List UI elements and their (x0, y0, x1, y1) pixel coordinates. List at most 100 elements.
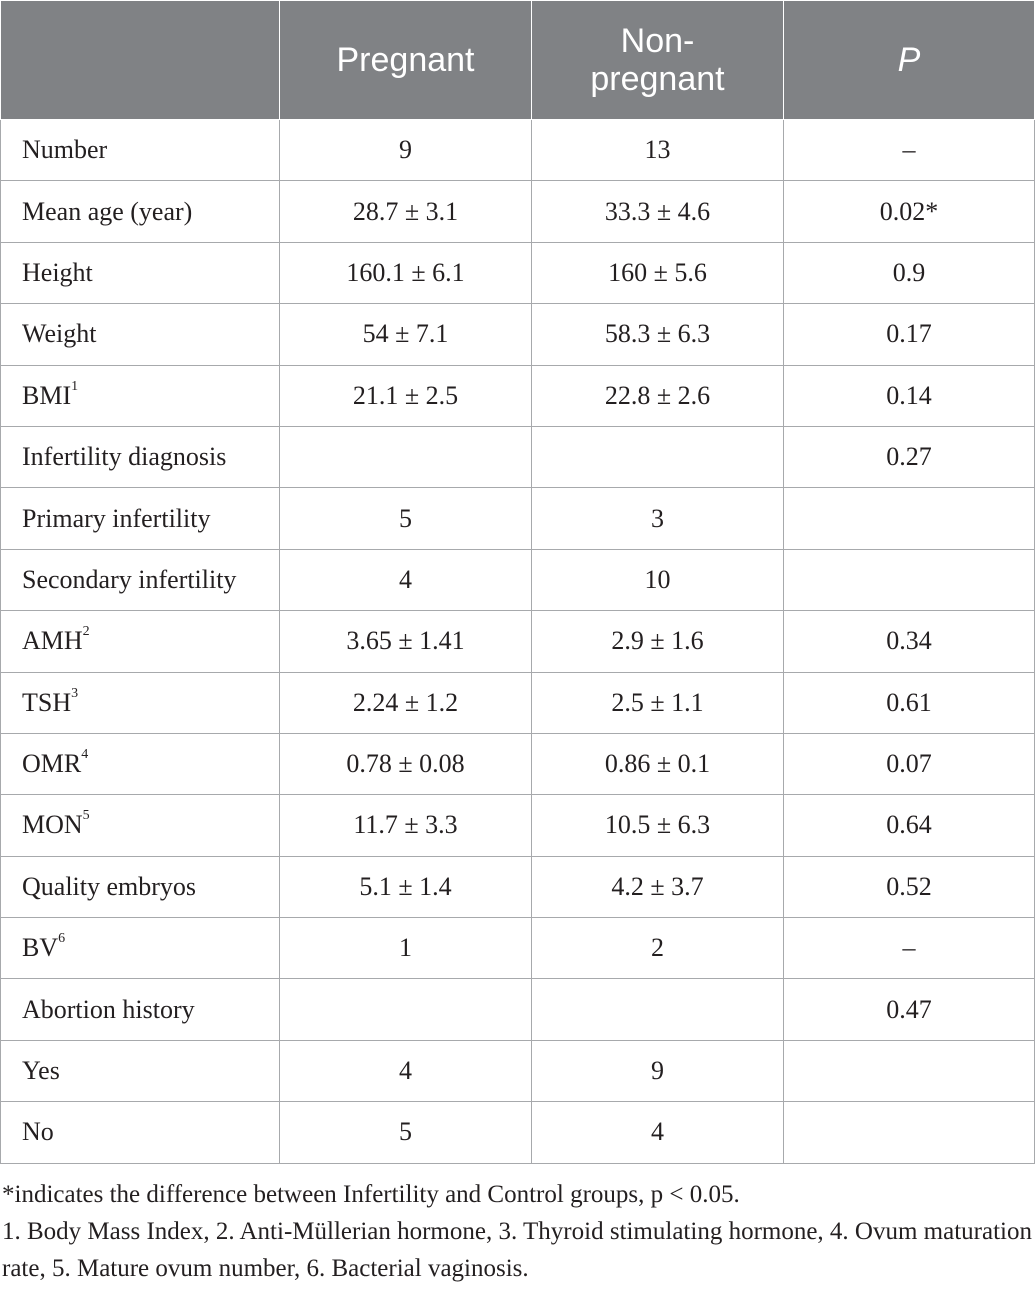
row-label-cell: No (0, 1101, 280, 1164)
non-pregnant-value-cell: 10 (531, 548, 784, 612)
pregnant-value-cell: 5 (279, 487, 532, 550)
pregnant-value-cell (279, 978, 532, 1041)
p-value-cell: 0.27 (783, 425, 1035, 489)
table-body: Number 9 13– Mean age (year) 28.7 ± 3.1 33.3 … (0, 118, 1035, 1164)
non-pregnant-value-cell: 2.9 ± 1.6 (531, 610, 784, 673)
row-label: Infertility diagnosis (22, 442, 227, 472)
footnote-marker: 3 (71, 685, 79, 701)
table-row: Quality embryos 5.1 ± 1.4 4.2 ± 3.7 0.52 (0, 855, 1035, 919)
pregnant-value-cell: 5.1 ± 1.4 (279, 855, 532, 919)
p-value-cell: 0.64 (783, 794, 1035, 857)
non-pregnant-value-cell: 2.5 ± 1.1 (531, 671, 784, 734)
table-footnotes: *indicates the difference between Infert… (2, 1176, 1032, 1287)
footnote-abbreviations: 1. Body Mass Index, 2. Anti-Müllerian ho… (2, 1218, 1032, 1282)
row-label: Yes (22, 1056, 60, 1086)
pregnant-value-cell: 1 (279, 917, 532, 980)
row-label-cell: Quality embryos (0, 855, 280, 919)
pregnant-value-cell: 2.24 ± 1.2 (279, 671, 532, 734)
table-row: Primary infertility 5 3 (0, 487, 1035, 550)
footnote-marker: 1 (71, 378, 79, 394)
non-pregnant-value-cell: 13 (531, 118, 784, 182)
p-value-cell: 0.47 (783, 978, 1035, 1041)
row-label: Secondary infertility (22, 564, 237, 594)
footnote-marker: 6 (58, 931, 66, 947)
row-label-cell: OMR4 (0, 732, 280, 796)
row-label-cell: Number (0, 118, 280, 182)
row-label-cell: Infertility diagnosis (0, 425, 280, 489)
row-label: Mean age (year) (22, 196, 193, 226)
p-value-cell (783, 1101, 1035, 1164)
row-label: Quality embryos (22, 871, 197, 901)
non-pregnant-value-cell: 10.5 ± 6.3 (531, 794, 784, 857)
table-row: Abortion history 0.47 (0, 978, 1035, 1041)
row-label-cell: AMH2 (0, 610, 280, 673)
p-value-cell: – (783, 917, 1035, 980)
table-row: TSH3 2.24 ± 1.2 2.5 ± 1.1 0.61 (0, 671, 1035, 734)
row-label-cell: Yes (0, 1039, 280, 1103)
header-cell-p-value: P (783, 0, 1035, 120)
row-label-cell: BV6 (0, 917, 280, 980)
footnote-marker: 5 (82, 808, 90, 824)
non-pregnant-value-cell: 160 ± 5.6 (531, 241, 784, 305)
table-row: No 5 4 (0, 1101, 1035, 1164)
row-label-cell: Abortion history (0, 978, 280, 1041)
non-pregnant-value-cell (531, 978, 784, 1041)
row-label: OMR (22, 749, 82, 779)
non-pregnant-value-cell: 22.8 ± 2.6 (531, 364, 784, 427)
row-label: AMH (22, 626, 83, 656)
p-value-cell: 0.17 (783, 303, 1035, 366)
table-row: Height 160.1 ± 6.1 160 ± 5.6 0.9 (0, 241, 1035, 305)
p-value-cell: 0.14 (783, 364, 1035, 427)
non-pregnant-value-cell: 4 (531, 1101, 784, 1164)
table-row: Secondary infertility 4 10 (0, 548, 1035, 612)
header-row: Pregnant Non-pregnant P (0, 0, 1035, 120)
row-label-cell: Primary infertility (0, 487, 280, 550)
pregnant-value-cell: 4 (279, 548, 532, 612)
row-label-cell: Secondary infertility (0, 548, 280, 612)
row-label-cell: Mean age (year) (0, 180, 280, 243)
non-pregnant-value-cell: 33.3 ± 4.6 (531, 180, 784, 243)
p-value-cell: 0.61 (783, 671, 1035, 734)
row-label: TSH (22, 687, 72, 717)
p-value-cell: 0.9 (783, 241, 1035, 305)
non-pregnant-value-cell: 0.86 ± 0.1 (531, 732, 784, 796)
data-table: Pregnant Non-pregnant P Number 9 13– Mean a… (0, 0, 1035, 1164)
pregnant-value-cell: 4 (279, 1039, 532, 1103)
table-row: BV6 1 2– (0, 917, 1035, 980)
row-label: Weight (22, 319, 97, 349)
header-cell-non-pregnant: Non-pregnant (531, 0, 784, 120)
p-value-cell (783, 1039, 1035, 1103)
row-label: Height (22, 257, 93, 287)
row-label: Number (22, 135, 108, 165)
non-pregnant-value-cell (531, 425, 784, 489)
row-label-cell: TSH3 (0, 671, 280, 734)
table-row: BMI1 21.1 ± 2.5 22.8 ± 2.6 0.14 (0, 364, 1035, 427)
row-label: No (22, 1117, 54, 1147)
p-value-cell (783, 548, 1035, 612)
pregnant-value-cell: 28.7 ± 3.1 (279, 180, 532, 243)
p-value-cell: – (783, 118, 1035, 182)
row-label: Primary infertility (22, 503, 211, 533)
non-pregnant-value-cell: 9 (531, 1039, 784, 1103)
row-label-cell: Height (0, 241, 280, 305)
p-value-cell: 0.34 (783, 610, 1035, 673)
pregnant-value-cell: 5 (279, 1101, 532, 1164)
pregnant-value-cell: 3.65 ± 1.41 (279, 610, 532, 673)
non-pregnant-value-cell: 58.3 ± 6.3 (531, 303, 784, 366)
table-row: Weight 54 ± 7.1 58.3 ± 6.3 0.17 (0, 303, 1035, 366)
footnote-marker: 4 (81, 747, 89, 763)
footnote-significance: *indicates the difference between Infert… (2, 1181, 740, 1208)
row-label-cell: Weight (0, 303, 280, 366)
pregnant-value-cell: 54 ± 7.1 (279, 303, 532, 366)
header-cell-pregnant: Pregnant (279, 0, 532, 120)
non-pregnant-value-cell: 2 (531, 917, 784, 980)
row-label-cell: BMI1 (0, 364, 280, 427)
footnote-marker: 2 (82, 624, 90, 640)
p-value-cell: 0.52 (783, 855, 1035, 919)
p-value-cell (783, 487, 1035, 550)
non-pregnant-value-cell: 4.2 ± 3.7 (531, 855, 784, 919)
table-row: AMH2 3.65 ± 1.41 2.9 ± 1.6 0.34 (0, 610, 1035, 673)
p-value-cell: 0.02* (783, 180, 1035, 243)
pregnant-value-cell: 9 (279, 118, 532, 182)
table-row: Yes 4 9 (0, 1039, 1035, 1103)
